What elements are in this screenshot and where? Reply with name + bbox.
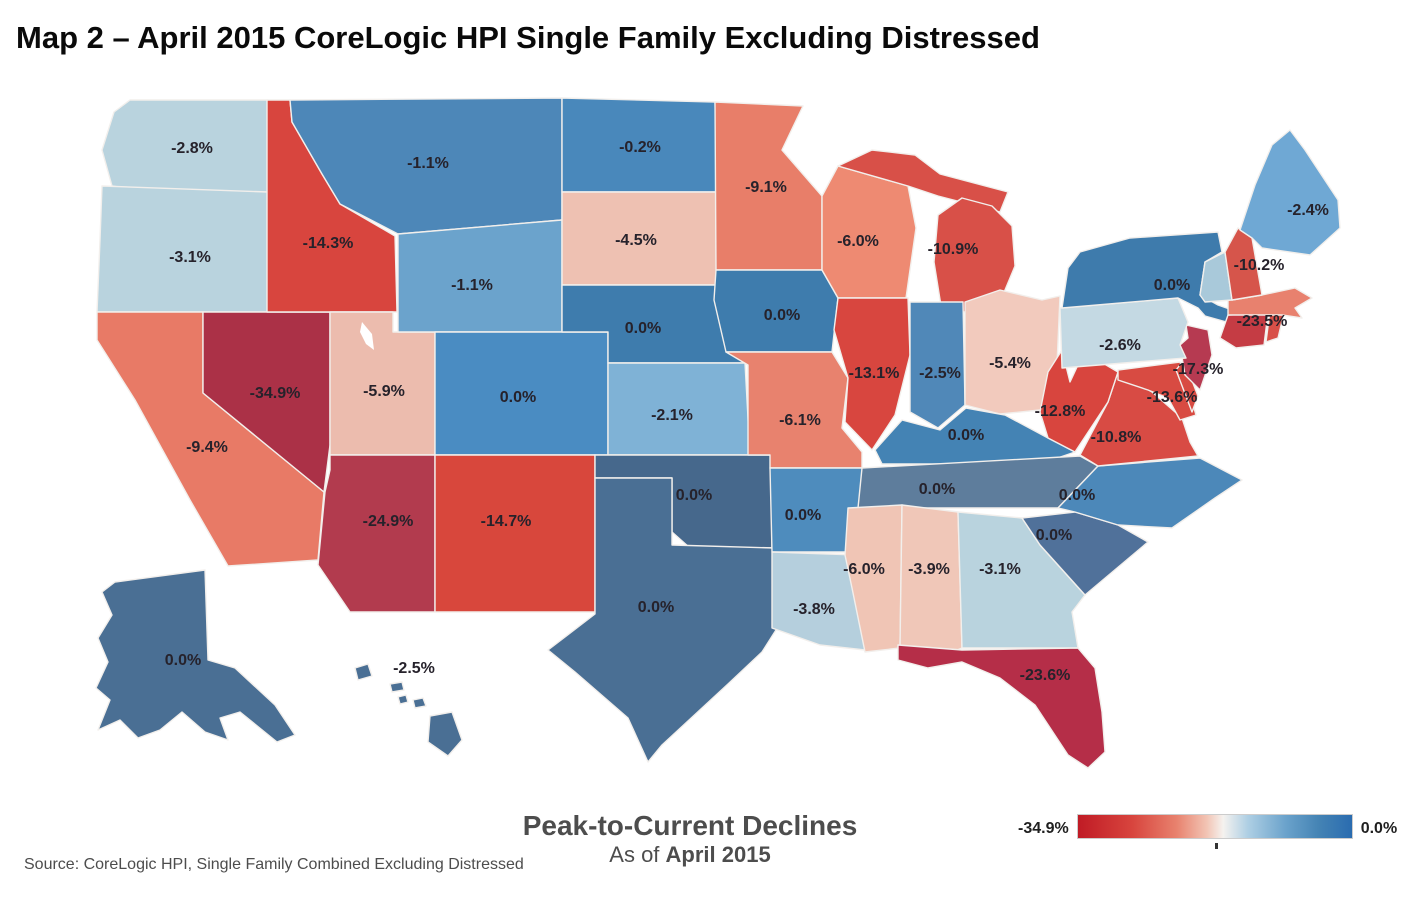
state-pa (1059, 297, 1189, 369)
state-value-label-mi: -10.9% (928, 241, 979, 258)
state-value-label-ut: -5.9% (363, 383, 405, 400)
legend-gradient-bar (1076, 814, 1353, 839)
state-value-label-co: 0.0% (500, 389, 536, 406)
state-value-label-ct: -23.5% (1237, 313, 1288, 330)
state-value-label-ga: -3.1% (979, 561, 1021, 578)
state-value-label-tn: 0.0% (919, 481, 955, 498)
state-vt (1199, 251, 1233, 303)
great-salt-lake (360, 322, 374, 350)
state-ak (95, 569, 296, 743)
legend-midpoint-tick (1214, 843, 1218, 849)
state-hi (389, 681, 405, 693)
state-il (833, 297, 911, 451)
state-value-label-nd: -0.2% (619, 139, 661, 156)
state-fl (897, 644, 1106, 769)
state-hi (397, 694, 409, 705)
state-value-label-mn: -9.1% (745, 179, 787, 196)
state-wy (397, 219, 563, 333)
state-value-label-id: -14.3% (303, 235, 354, 252)
state-va (1079, 371, 1199, 467)
state-al (899, 504, 963, 663)
state-value-label-ok: 0.0% (676, 487, 712, 504)
state-value-label-va: -10.8% (1091, 429, 1142, 446)
state-value-label-nh: -10.2% (1234, 257, 1285, 274)
state-mi (933, 197, 1016, 313)
state-value-label-ia: 0.0% (764, 307, 800, 324)
state-value-label-nm: -14.7% (481, 513, 532, 530)
color-scale-legend: -34.9% 0.0% (1018, 814, 1398, 849)
state-hi (412, 697, 427, 709)
state-nm (434, 454, 596, 613)
source-note: Source: CoreLogic HPI, Single Family Com… (24, 856, 524, 873)
caption-asof-date: April 2015 (665, 842, 771, 867)
caption-title: Peak-to-Current Declines (522, 810, 858, 841)
state-value-label-al: -3.9% (908, 561, 950, 578)
state-value-label-wy: -1.1% (451, 277, 493, 294)
state-value-label-az: -24.9% (363, 513, 414, 530)
caption-asof-prefix: As of (609, 842, 666, 867)
state-value-label-sd: -4.5% (615, 232, 657, 249)
state-value-label-tx: 0.0% (638, 599, 674, 616)
state-nc (1057, 457, 1243, 529)
state-nj (1179, 324, 1213, 391)
state-value-label-oh: -5.4% (989, 355, 1031, 372)
state-hi (354, 663, 373, 681)
legend-min-label: -34.9% (1018, 820, 1069, 837)
state-value-label-hi: -2.5% (393, 660, 435, 677)
state-nh (1224, 227, 1263, 301)
map-caption: Peak-to-Current Declines As of April 201… (523, 810, 858, 868)
caption-asof: As of April 2015 (523, 842, 858, 868)
page-title: Map 2 – April 2015 CoreLogic HPI Single … (16, 20, 1040, 55)
state-value-label-il: -13.1% (849, 365, 900, 382)
state-value-label-md: -13.6% (1147, 389, 1198, 406)
state-value-label-wv: -12.8% (1035, 403, 1086, 420)
state-value-label-mt: -1.1% (407, 155, 449, 172)
state-value-label-sc: 0.0% (1036, 527, 1072, 544)
state-value-label-ar: 0.0% (785, 507, 821, 524)
state-me (1239, 129, 1341, 256)
state-value-label-fl: -23.6% (1020, 667, 1071, 684)
state-value-label-ca: -9.4% (186, 439, 228, 456)
legend-gradient-wrap (1076, 814, 1353, 849)
state-tx (547, 477, 793, 763)
state-wi (821, 165, 917, 299)
state-value-label-ks: -2.1% (651, 407, 693, 424)
state-value-label-la: -3.8% (793, 601, 835, 618)
state-value-label-ms: -6.0% (843, 561, 885, 578)
state-value-label-me: -2.4% (1287, 202, 1329, 219)
state-value-label-nc: 0.0% (1059, 487, 1095, 504)
state-value-label-or: -3.1% (169, 249, 211, 266)
state-value-label-ky: 0.0% (948, 427, 984, 444)
state-value-label-in: -2.5% (919, 365, 961, 382)
state-value-label-pa: -2.6% (1099, 337, 1141, 354)
state-in (909, 301, 966, 429)
state-value-label-ak: 0.0% (165, 652, 201, 669)
state-value-label-ny: 0.0% (1154, 277, 1190, 294)
state-value-label-ne: 0.0% (625, 320, 661, 337)
legend-max-label: 0.0% (1360, 820, 1398, 837)
state-value-label-nv: -34.9% (250, 385, 301, 402)
state-value-label-mo: -6.1% (779, 412, 821, 429)
state-az (317, 454, 436, 613)
state-value-label-wa: -2.8% (171, 140, 213, 157)
state-mi (837, 149, 1009, 213)
state-value-label-nj: -17.3% (1173, 361, 1224, 378)
state-hi (427, 711, 463, 757)
state-value-label-wi: -6.0% (837, 233, 879, 250)
